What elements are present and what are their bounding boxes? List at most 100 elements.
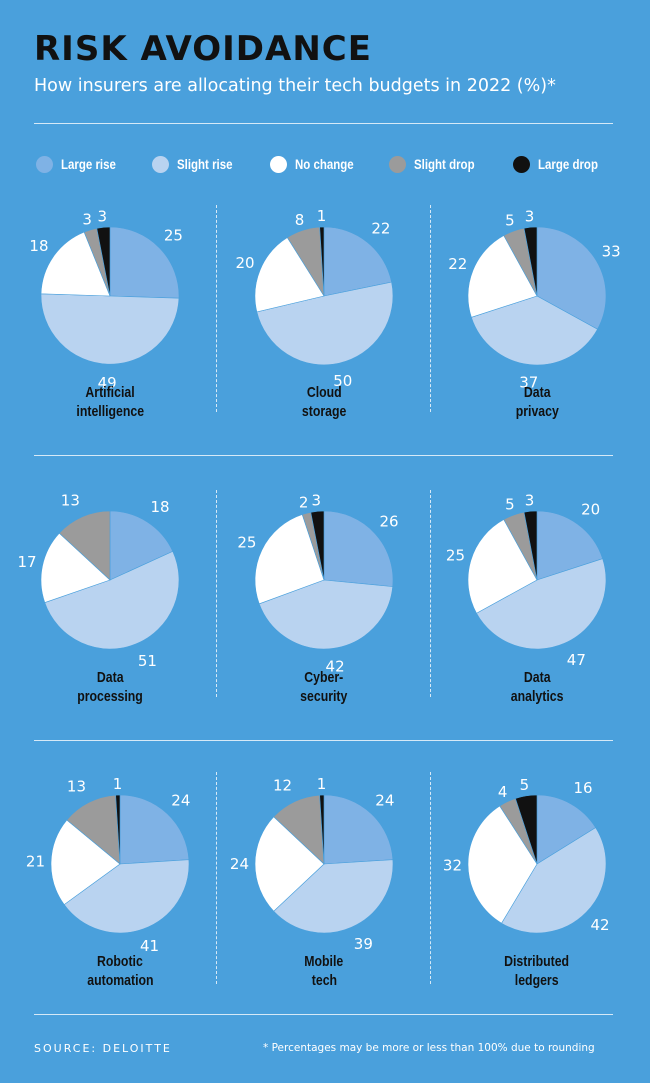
data-label-slight-drop: 4 <box>498 783 508 801</box>
data-label-large-drop: 3 <box>525 207 535 225</box>
data-label-no-change: 24 <box>230 855 249 873</box>
divider-top <box>34 123 613 124</box>
divider-row-2 <box>34 740 613 741</box>
column-divider <box>430 205 431 412</box>
legend-item-slight-drop: Slight drop <box>389 151 488 177</box>
pie-title: Cloud storage <box>254 383 394 421</box>
slice-large-rise <box>109 510 174 581</box>
pie-title-line: intelligence <box>76 403 144 420</box>
pie-title-line: Distributed <box>504 953 570 970</box>
slice-no-change <box>254 514 325 605</box>
slice-slight-rise <box>256 281 394 366</box>
data-label-large-rise: 22 <box>371 220 390 238</box>
divider-row-1 <box>34 455 613 456</box>
data-label-slight-rise: 39 <box>354 935 373 953</box>
slice-large-drop <box>319 794 325 865</box>
pie-title-line: Data <box>523 669 551 686</box>
slice-large-drop <box>523 226 538 297</box>
data-label-slight-rise: 37 <box>519 374 538 392</box>
slice-no-change <box>40 231 111 297</box>
data-label-slight-rise: 42 <box>326 657 345 675</box>
data-label-no-change: 17 <box>18 553 37 571</box>
pie-title-line: analytics <box>510 688 564 705</box>
chart-title: RISK AVOIDANCE <box>34 29 372 69</box>
data-label-large-rise: 20 <box>581 501 600 519</box>
pie-title-line: ledgers <box>515 972 559 989</box>
pie-title-line: Data <box>523 384 551 401</box>
slice-no-change <box>40 532 111 603</box>
pie-chart-robotic-automation: 24 41 21 13 1 Robotic automation <box>26 775 224 1034</box>
slice-slight-rise <box>63 859 190 934</box>
pie-title-line: tech <box>311 972 337 989</box>
pie-title-line: Cyber- <box>304 669 344 686</box>
data-label-slight-drop: 5 <box>505 496 515 514</box>
pie-title-line: Artificial <box>85 384 135 401</box>
pie-chart-mobile-tech: 24 39 24 12 1 Mobile tech <box>230 775 428 1034</box>
data-label-slight-rise: 47 <box>567 651 586 669</box>
slice-no-change <box>467 235 538 318</box>
pie-svg: 25 49 18 3 3 <box>29 207 183 392</box>
footnote: * Percentages may be more or less than 1… <box>263 1042 595 1054</box>
slice-slight-rise <box>273 859 394 934</box>
slice-large-drop <box>515 794 538 865</box>
pie-title: Data analytics <box>467 668 607 706</box>
pie-title-line: privacy <box>515 403 559 420</box>
slice-no-change <box>254 237 325 313</box>
pie-title: Mobile tech <box>254 952 394 990</box>
data-label-no-change: 25 <box>237 533 256 551</box>
slice-large-rise <box>536 794 597 865</box>
data-label-large-drop: 3 <box>98 207 108 225</box>
legend-item-slight-rise: Slight rise <box>152 151 245 177</box>
pie-svg: 22 50 20 8 1 <box>236 207 394 390</box>
pie-title-line: processing <box>77 688 143 705</box>
data-label-large-drop: 1 <box>113 775 123 793</box>
data-label-slight-rise: 42 <box>591 916 610 934</box>
legend-swatch <box>36 155 53 173</box>
legend-label: No change <box>295 156 354 172</box>
data-label-large-rise: 26 <box>380 513 399 531</box>
pie-svg: 20 47 25 5 3 <box>446 491 607 669</box>
pie-chart-cloud-storage: 22 50 20 8 1 Cloud storage <box>236 207 428 466</box>
slice-no-change <box>50 819 121 905</box>
slice-large-rise <box>109 226 180 299</box>
slice-large-drop <box>319 226 325 297</box>
data-label-large-rise: 18 <box>151 498 170 516</box>
legend-swatch <box>152 155 169 173</box>
data-label-no-change: 20 <box>236 254 255 272</box>
data-label-slight-drop: 8 <box>295 211 305 229</box>
slice-slight-drop <box>66 794 121 865</box>
data-label-large-rise: 33 <box>602 243 621 261</box>
column-divider <box>216 772 217 984</box>
slice-large-rise <box>119 794 190 865</box>
pie-chart-artificial-intelligence: 25 49 18 3 3 Artificial intelligence <box>29 207 214 466</box>
pie-chart-distributed-ledgers: 16 42 32 4 5 Distributed ledgers <box>443 776 641 1034</box>
column-divider <box>430 490 431 697</box>
legend: Large rise Slight rise No change Slight … <box>0 151 650 177</box>
data-label-large-drop: 3 <box>312 491 322 509</box>
data-label-no-change: 21 <box>26 852 45 870</box>
slice-large-rise <box>323 794 394 865</box>
slice-large-rise <box>536 510 603 581</box>
data-label-large-drop: 1 <box>317 207 327 225</box>
pie-svg: 18 51 17 13 <box>18 491 180 670</box>
data-label-large-rise: 25 <box>164 227 183 245</box>
slice-large-rise <box>323 510 394 587</box>
pie-title: Artificial intelligence <box>40 383 180 421</box>
data-label-slight-drop: 5 <box>505 212 515 230</box>
slice-large-rise <box>323 226 392 297</box>
slice-no-change <box>254 816 325 912</box>
pie-title-line: security <box>300 688 348 705</box>
pie-title-line: Mobile <box>304 953 344 970</box>
data-label-slight-rise: 49 <box>98 374 117 392</box>
pie-title: Distributed ledgers <box>467 952 607 990</box>
pie-title-line: storage <box>301 403 347 420</box>
legend-swatch <box>389 155 406 173</box>
column-divider <box>430 772 431 984</box>
pie-title-line: automation <box>86 972 154 989</box>
pie-svg: 24 39 24 12 1 <box>230 775 394 953</box>
divider-bottom <box>34 1014 613 1015</box>
source-credit: SOURCE: DELOITTE <box>34 1042 172 1055</box>
data-label-no-change: 18 <box>29 237 48 255</box>
data-label-large-rise: 16 <box>574 779 593 797</box>
data-label-large-drop: 3 <box>525 491 535 509</box>
